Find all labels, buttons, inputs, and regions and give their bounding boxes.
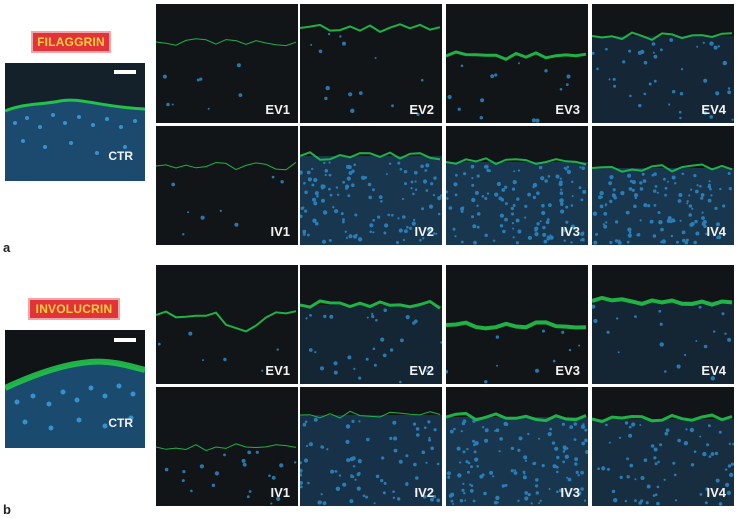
micrograph-tile-iv1: IV1 (156, 387, 298, 506)
micrograph-tile-ev1: EV1 (156, 4, 298, 123)
tile-label: IV1 (270, 485, 290, 500)
tile-label: EV4 (701, 102, 726, 117)
panel-letter-a: a (3, 240, 11, 255)
control-label: CTR (108, 416, 133, 430)
control-label: CTR (108, 149, 133, 163)
tile-label: IV4 (706, 485, 726, 500)
control-image-involucrin: CTR (5, 330, 145, 448)
micrograph-image (592, 265, 734, 384)
micrograph-tile-ev2: EV2 (300, 265, 442, 384)
control-image-filaggrin: CTR (5, 63, 145, 181)
scale-bar (114, 70, 136, 74)
micrograph-image (300, 265, 442, 384)
tile-label: IV2 (414, 224, 434, 239)
tile-label: EV4 (701, 363, 726, 378)
tile-label: IV3 (560, 485, 580, 500)
micrograph-tile-iv1: IV1 (156, 126, 298, 245)
micrograph-image (592, 4, 734, 123)
tile-label: EV3 (555, 102, 580, 117)
involucrin-stain-label: INVOLUCRIN (28, 298, 120, 320)
micrograph-tile-ev3: EV3 (446, 265, 588, 384)
micrograph-tile-iv4: IV4 (592, 387, 734, 506)
tile-label: IV3 (560, 224, 580, 239)
micrograph-image (156, 126, 298, 245)
control-filaggrin-micrograph (5, 63, 145, 181)
micrograph-image (156, 265, 298, 384)
control-involucrin-micrograph (5, 330, 145, 448)
micrograph-image (156, 4, 298, 123)
micrograph-tile-ev4: EV4 (592, 265, 734, 384)
micrograph-image (446, 387, 588, 506)
tile-label: EV1 (265, 102, 290, 117)
micrograph-tile-iv2: IV2 (300, 387, 442, 506)
filaggrin-stain-label: FILAGGRIN (31, 31, 111, 53)
micrograph-image (300, 126, 442, 245)
micrograph-tile-ev3: EV3 (446, 4, 588, 123)
tile-label: IV4 (706, 224, 726, 239)
micrograph-tile-ev2: EV2 (300, 4, 442, 123)
tile-label: EV2 (409, 363, 434, 378)
micrograph-image (592, 387, 734, 506)
micrograph-tile-iv4: IV4 (592, 126, 734, 245)
micrograph-tile-ev4: EV4 (592, 4, 734, 123)
micrograph-tile-iv3: IV3 (446, 126, 588, 245)
micrograph-tile-iv2: IV2 (300, 126, 442, 245)
panel-letter-b: b (3, 502, 11, 517)
scale-bar (114, 338, 136, 342)
tile-label: EV3 (555, 363, 580, 378)
micrograph-tile-iv3: IV3 (446, 387, 588, 506)
micrograph-image (592, 126, 734, 245)
micrograph-image (446, 126, 588, 245)
micrograph-image (446, 4, 588, 123)
tile-label: IV2 (414, 485, 434, 500)
tile-label: EV1 (265, 363, 290, 378)
micrograph-image (300, 387, 442, 506)
micrograph-image (156, 387, 298, 506)
micrograph-image (446, 265, 588, 384)
tile-label: IV1 (270, 224, 290, 239)
micrograph-image (300, 4, 442, 123)
micrograph-tile-ev1: EV1 (156, 265, 298, 384)
tile-label: EV2 (409, 102, 434, 117)
